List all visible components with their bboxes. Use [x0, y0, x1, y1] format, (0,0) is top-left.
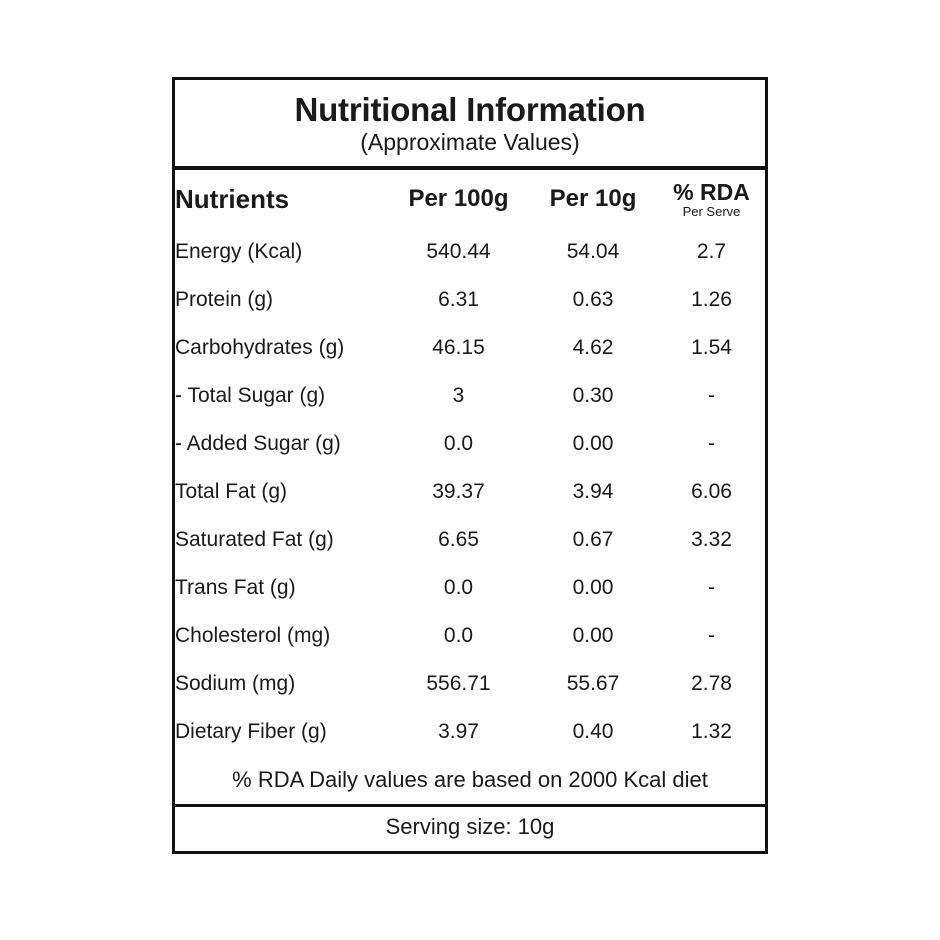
value-rda: 6.06 [691, 480, 732, 503]
value-rda: - [708, 384, 715, 407]
value-per-10g: 0.00 [572, 576, 614, 599]
value-per-10g: 0.67 [572, 528, 614, 551]
value-rda: 1.32 [691, 720, 732, 743]
nutrient-name: Dietary Fiber (g) [175, 720, 327, 743]
value-per-100g: 6.31 [438, 288, 479, 311]
nutrient-name: Trans Fat (g) [175, 576, 296, 599]
value-per-10g: 3.94 [572, 480, 614, 503]
column-header-per-100g: Per 100g [408, 185, 509, 212]
table-row: Saturated Fat (g) 6.65 0.67 3.32 [175, 516, 765, 564]
serving-size-text: Serving size: 10g [385, 814, 555, 840]
table-row: Trans Fat (g) 0.0 0.00 - [175, 564, 765, 612]
nutrient-name: Saturated Fat (g) [175, 528, 334, 551]
table-serving-row: Serving size: 10g [175, 805, 765, 848]
table-row: Energy (Kcal) 540.44 54.04 2.7 [175, 228, 765, 276]
value-per-100g: 46.15 [432, 336, 485, 359]
value-per-10g: 0.00 [572, 624, 614, 647]
value-per-100g: 0.0 [443, 624, 474, 647]
value-rda: - [708, 624, 715, 647]
value-per-100g: 3.97 [438, 720, 479, 743]
value-per-10g: 0.30 [572, 384, 614, 407]
value-per-10g: 0.00 [572, 432, 614, 455]
value-per-10g: 0.40 [572, 720, 614, 743]
table-row: - Added Sugar (g) 0.0 0.00 - [175, 420, 765, 468]
value-per-100g: 39.37 [432, 480, 485, 503]
value-rda: 2.7 [696, 240, 727, 263]
column-header-per-10g: Per 10g [549, 185, 637, 212]
value-per-10g: 0.63 [572, 288, 614, 311]
value-rda: - [708, 432, 715, 455]
value-rda: 2.78 [691, 672, 732, 695]
nutrient-name: Total Fat (g) [175, 480, 288, 503]
value-per-100g: 6.65 [438, 528, 479, 551]
value-rda: 3.32 [691, 528, 732, 551]
column-header-rda: % RDA Per Serve [658, 170, 765, 228]
label-title-block: Nutritional Information (Approximate Val… [175, 80, 765, 170]
value-per-10g: 55.67 [566, 672, 620, 695]
value-per-10g: 54.04 [566, 240, 620, 263]
nutrition-table-body: Energy (Kcal) 540.44 54.04 2.7 Protein (… [175, 228, 765, 848]
nutrient-name: - Total Sugar (g) [175, 384, 326, 407]
nutrient-name: Sodium (mg) [175, 672, 296, 695]
nutrient-name: Energy (Kcal) [175, 240, 303, 263]
nutrient-name: Protein (g) [175, 288, 274, 311]
rda-footnote: % RDA Daily values are based on 2000 Kca… [175, 756, 765, 807]
value-rda: 1.26 [691, 288, 732, 311]
table-row: Dietary Fiber (g) 3.97 0.40 1.32 [175, 708, 765, 756]
table-row: - Total Sugar (g) 3 0.30 - [175, 372, 765, 420]
value-per-10g: 4.62 [572, 336, 614, 359]
column-header-rda-main: % RDA [673, 178, 750, 205]
value-per-100g: 540.44 [426, 240, 491, 263]
table-row: Protein (g) 6.31 0.63 1.26 [175, 276, 765, 324]
table-row: Total Fat (g) 39.37 3.94 6.06 [175, 468, 765, 516]
page-subtitle: (Approximate Values) [360, 128, 580, 155]
nutrition-table: Nutrients Per 100g Per 10g % RDA Per Ser… [175, 170, 765, 848]
value-per-100g: 0.0 [443, 432, 474, 455]
nutrient-name: Carbohydrates (g) [175, 336, 345, 359]
table-row: Sodium (mg) 556.71 55.67 2.78 [175, 660, 765, 708]
column-header-nutrients: Nutrients [175, 183, 290, 214]
nutrition-label-panel: Nutritional Information (Approximate Val… [172, 77, 768, 854]
nutrient-name: - Added Sugar (g) [175, 432, 341, 455]
table-footnote-row: % RDA Daily values are based on 2000 Kca… [175, 756, 765, 807]
nutrient-name: Cholesterol (mg) [175, 624, 331, 647]
table-row: Carbohydrates (g) 46.15 4.62 1.54 [175, 324, 765, 372]
value-per-100g: 556.71 [426, 672, 491, 695]
value-per-100g: 3 [452, 384, 465, 407]
column-header-rda-sub: Per Serve [682, 203, 741, 219]
table-header-row: Nutrients Per 100g Per 10g % RDA Per Ser… [175, 170, 765, 228]
value-rda: - [708, 576, 715, 599]
value-rda: 1.54 [691, 336, 732, 359]
table-row: Cholesterol (mg) 0.0 0.00 - [175, 612, 765, 660]
page-title: Nutritional Information [294, 91, 646, 129]
value-per-100g: 0.0 [443, 576, 474, 599]
